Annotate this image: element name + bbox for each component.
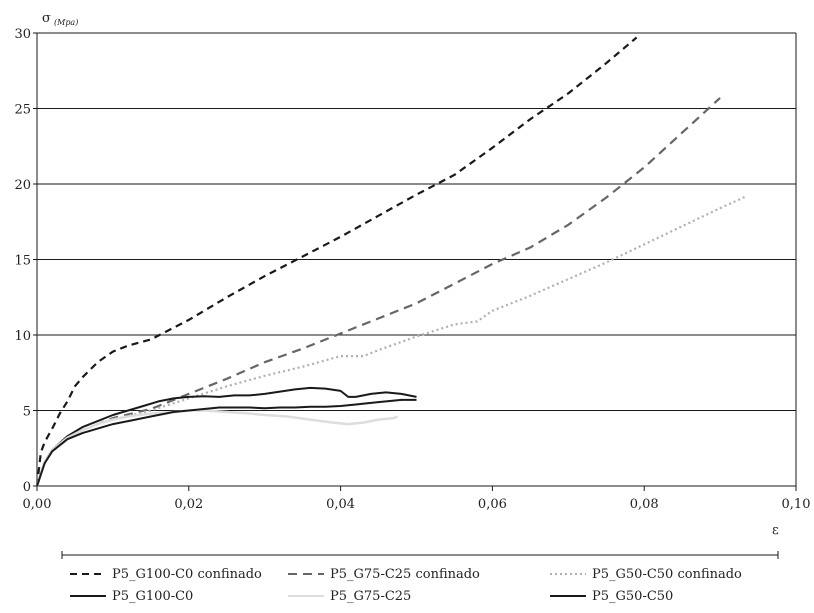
legend-item: P5_G75-C25 <box>288 589 411 604</box>
axis-titles: σ (Mpa) ε <box>42 11 779 538</box>
series-line <box>35 409 398 487</box>
legend-item: P5_G100-C0 confinado <box>70 567 262 582</box>
legend-label: P5_G75-C25 <box>330 589 411 604</box>
legend-label: P5_G50-C50 <box>592 589 673 604</box>
y-tick-label: 5 <box>23 405 31 420</box>
x-tick-label: 0,10 <box>782 497 811 512</box>
y-tick-label: 0 <box>23 480 31 495</box>
legend-label: P5_G50-C50 confinado <box>592 567 742 582</box>
axes <box>33 32 797 491</box>
grid-lines <box>37 32 796 411</box>
legend-item: P5_G50-C50 <box>550 589 673 604</box>
series-line <box>35 97 721 487</box>
y-axis-unit: (Mpa) <box>54 18 78 27</box>
x-axis-title: ε <box>772 523 779 538</box>
x-tick-label: 0,08 <box>630 497 659 512</box>
x-tick-label: 0,00 <box>23 497 52 512</box>
legend-item: P5_G75-C25 confinado <box>288 567 480 582</box>
legend-item: P5_G100-C0 <box>70 589 193 604</box>
tick-labels: 0 5 10 15 20 25 30 0,00 0,02 0,04 0,06 0,08 0,10 <box>14 27 810 512</box>
y-tick-label: 25 <box>14 103 31 118</box>
y-tick-label: 10 <box>14 329 31 344</box>
y-tick-label: 20 <box>14 178 31 193</box>
y-axis-title: σ <box>42 11 51 26</box>
legend-label: P5_G100-C0 <box>112 589 193 604</box>
legend-label: P5_G75-C25 confinado <box>330 567 480 582</box>
x-tick-label: 0,04 <box>326 497 355 512</box>
series-line <box>35 36 638 487</box>
y-tick-label: 15 <box>14 254 31 269</box>
legend-label: P5_G100-C0 confinado <box>112 567 262 582</box>
y-tick-label: 30 <box>14 27 31 42</box>
legend-item: P5_G50-C50 confinado <box>550 567 742 582</box>
series-line <box>35 195 748 487</box>
x-tick-label: 0,02 <box>174 497 203 512</box>
series-line <box>36 386 417 487</box>
series-line <box>36 398 417 487</box>
x-tick-label: 0,06 <box>478 497 507 512</box>
series-lines <box>35 36 748 487</box>
legend: P5_G100-C0 confinado P5_G75-C25 confinado… <box>61 551 779 604</box>
